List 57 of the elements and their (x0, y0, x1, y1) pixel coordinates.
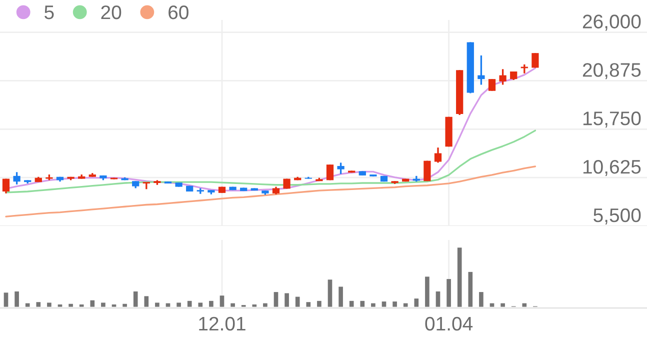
bar (479, 292, 484, 307)
bar (425, 276, 430, 307)
bar (230, 303, 235, 307)
bar (58, 304, 62, 307)
bar (295, 296, 300, 307)
bar (263, 303, 268, 307)
bar (101, 302, 106, 307)
bar (403, 303, 408, 307)
bar (122, 304, 127, 307)
y-tick-label: 5,500 (594, 208, 641, 224)
bar (79, 304, 84, 307)
bar (317, 300, 322, 307)
bar (220, 296, 224, 307)
bar (522, 303, 527, 307)
x-tick-label: 12.01 (199, 316, 246, 331)
y-tick-label: 10,625 (583, 160, 641, 176)
x-tick-label: 01.04 (425, 316, 473, 331)
bar (371, 303, 376, 307)
bar (155, 302, 160, 307)
bar (47, 302, 52, 307)
bar (166, 303, 170, 307)
bar (144, 296, 149, 307)
bar (209, 300, 214, 307)
bar (457, 248, 462, 307)
bar (187, 300, 192, 307)
y-tick-label: 15,750 (583, 112, 641, 128)
bar (490, 303, 494, 307)
legend-label: 5 (44, 6, 54, 20)
bar (112, 304, 116, 307)
bar (446, 279, 451, 307)
bar (90, 300, 95, 307)
bar (500, 303, 505, 307)
bar (468, 272, 473, 307)
y-tick-label: 26,000 (582, 14, 641, 31)
bar (328, 280, 332, 307)
bar (176, 302, 181, 307)
legend-label: 60 (168, 5, 188, 20)
bar (133, 291, 138, 307)
bar (252, 304, 257, 307)
bar (392, 301, 397, 307)
bar (382, 301, 386, 307)
bar (14, 291, 19, 307)
bar (198, 302, 203, 307)
bar (306, 302, 311, 307)
bar (338, 286, 343, 307)
bar (414, 298, 419, 307)
bar (36, 302, 41, 307)
bar (4, 292, 8, 307)
y-tick-label: 20,875 (582, 63, 641, 80)
bar (68, 304, 73, 307)
bar (25, 303, 30, 307)
bar (436, 291, 440, 307)
bar (284, 293, 289, 307)
bar (360, 300, 365, 307)
bar (349, 300, 354, 307)
legend-label: 20 (101, 5, 122, 20)
bar (274, 292, 278, 307)
